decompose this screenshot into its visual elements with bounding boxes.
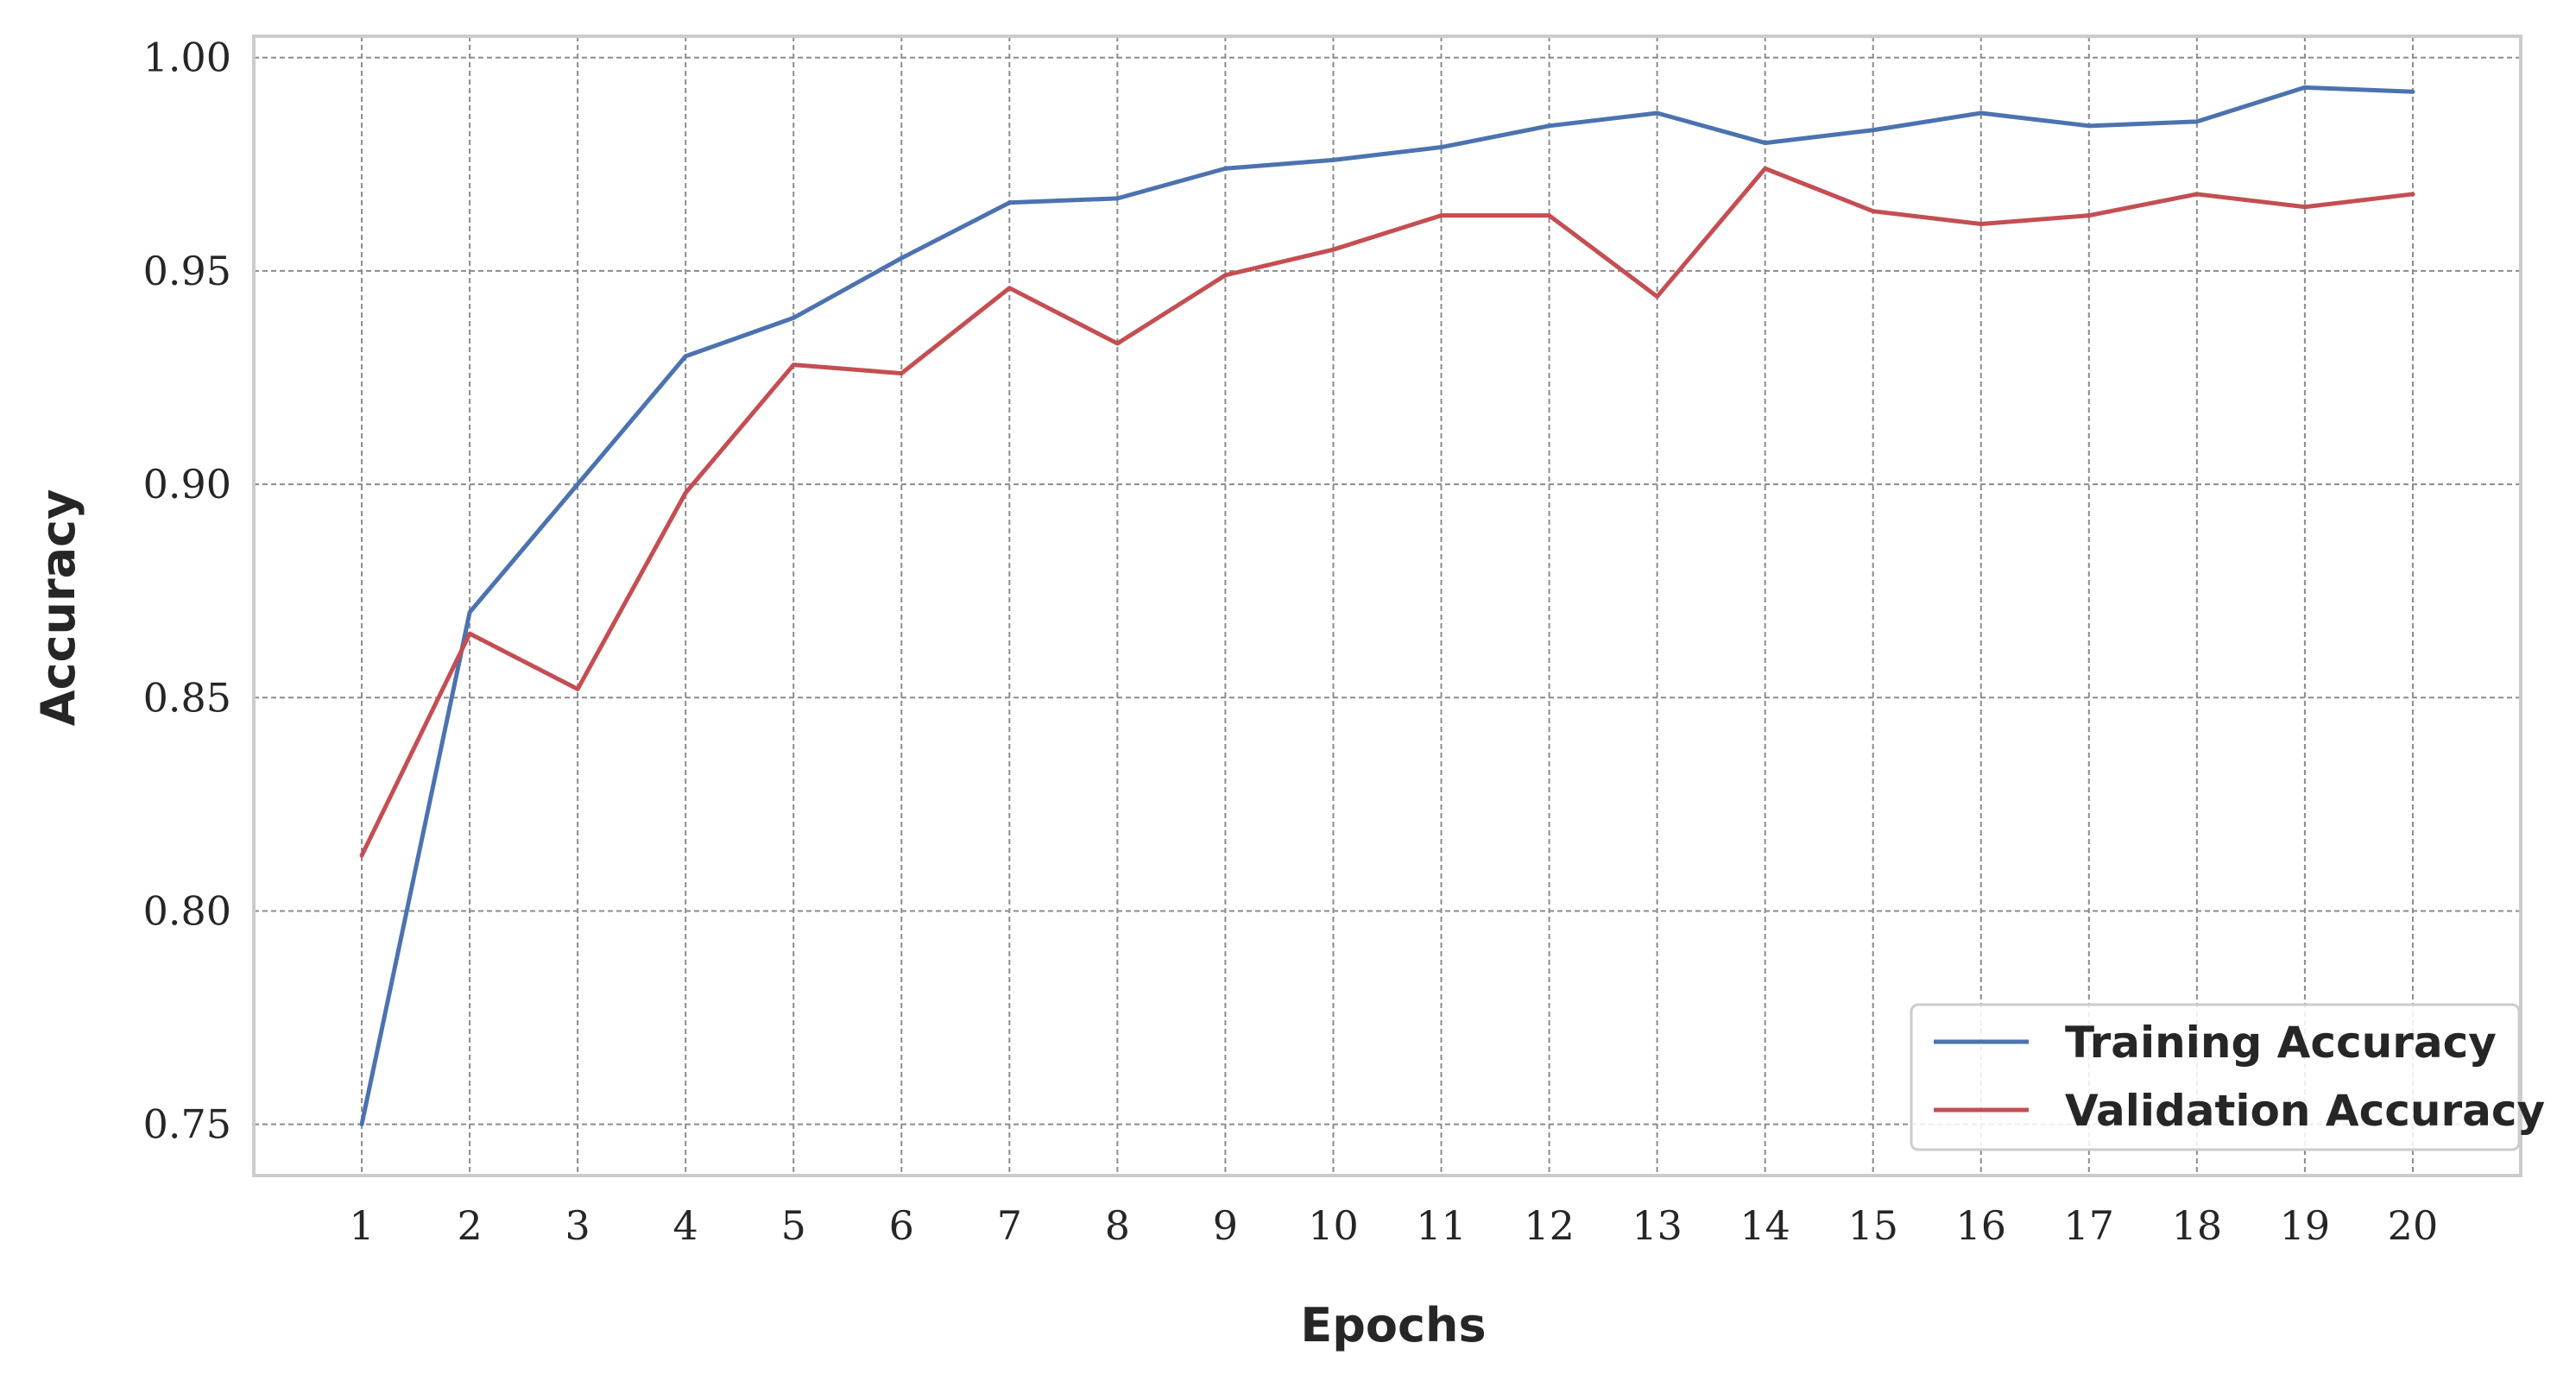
x-tick-label: 17 [2064, 1202, 2115, 1249]
x-tick-label: 2 [457, 1202, 482, 1249]
series-group [359, 85, 2415, 1127]
x-tick-label: 4 [673, 1202, 698, 1249]
x-tick-label: 20 [2388, 1202, 2439, 1249]
x-axis-title: Epochs [1300, 1298, 1486, 1352]
y-tick-label: 0.95 [143, 248, 231, 294]
x-tick-label: 5 [781, 1202, 806, 1249]
x-tick-label: 16 [1955, 1202, 2006, 1249]
x-tick-label: 8 [1105, 1202, 1130, 1249]
y-tick-label: 0.80 [143, 887, 231, 934]
plot-area [254, 36, 2521, 1176]
y-tick-label: 1.00 [143, 35, 231, 81]
x-tick-label: 14 [1739, 1202, 1790, 1249]
grid [254, 36, 2521, 1176]
legend-label-validation: Validation Accuracy [2065, 1086, 2545, 1136]
legend-box [1910, 1003, 2521, 1151]
x-tick-labels: 1 2 3 4 5 6 7 8 9 10 11 12 13 14 15 16 17 18 19 20 [349, 1202, 2438, 1249]
plot-frame [252, 35, 2522, 1177]
x-tick-label: 13 [1632, 1202, 1683, 1249]
legend: Training Accuracy Validation Accuracy [1910, 1003, 2545, 1151]
training-accuracy-line [359, 85, 2415, 1127]
x-tick-label: 3 [565, 1202, 590, 1249]
x-tick-label: 7 [997, 1202, 1022, 1249]
legend-label-training: Training Accuracy [2065, 1018, 2497, 1068]
x-tick-label: 19 [2280, 1202, 2331, 1249]
y-tick-label: 0.90 [143, 461, 231, 508]
x-tick-label: 11 [1416, 1202, 1467, 1249]
y-tick-label: 0.85 [143, 674, 231, 721]
x-tick-label: 1 [349, 1202, 374, 1249]
x-tick-label: 15 [1847, 1202, 1898, 1249]
x-tick-label: 9 [1213, 1202, 1238, 1249]
x-tick-label: 18 [2172, 1202, 2223, 1249]
y-tick-labels: 0.75 0.80 0.85 0.90 0.95 1.00 [143, 35, 231, 1148]
y-tick-label: 0.75 [143, 1101, 231, 1148]
x-tick-label: 10 [1308, 1202, 1359, 1249]
x-tick-label: 12 [1524, 1202, 1575, 1249]
validation-accuracy-line [359, 166, 2415, 858]
y-axis-title: Accuracy [31, 489, 85, 727]
x-tick-label: 6 [889, 1202, 914, 1249]
